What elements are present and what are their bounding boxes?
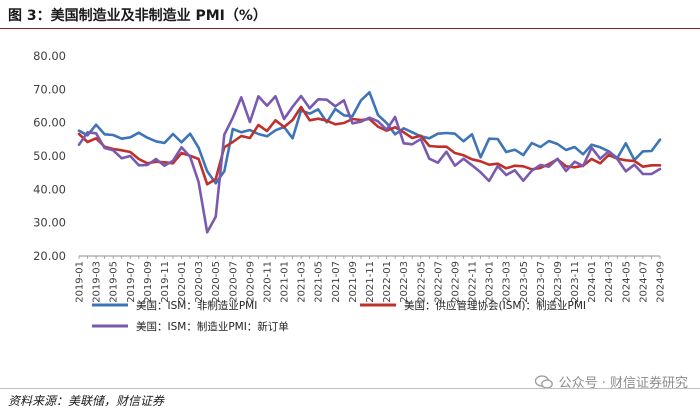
x-tick-label: 2019-03 (92, 261, 103, 303)
x-tick-label: 2024-01 (587, 261, 598, 303)
watermark: 公众号 · 财信证券研究 (534, 372, 688, 391)
y-tick-label: 80.00 (33, 49, 66, 63)
x-tick-label: 2023-01 (485, 261, 496, 303)
pmi-line-chart: 20.00 30.00 40.00 50.00 60.00 70.00 80.00 2019… (33, 49, 667, 333)
x-tick-label: 2020-07 (228, 261, 239, 303)
y-tick-label: 30.00 (33, 216, 66, 230)
legend-label-3: 美国：ISM：制造业PMI：新订单 (136, 320, 289, 333)
wechat-icon (534, 375, 553, 389)
x-tick-label: 2020-01 (177, 261, 188, 303)
x-tick-label: 2022-05 (416, 261, 427, 303)
x-tick-label: 2023-05 (519, 261, 530, 303)
legend: 美国：ISM：非制造业PMI 美国：供应管理协会(ISM)：制造业PMI 美国：IS… (92, 299, 586, 333)
watermark-text: 公众号 · 财信证券研究 (558, 376, 688, 391)
x-tick-label: 2023-11 (570, 261, 581, 303)
x-tick-label: 2020-05 (211, 261, 222, 303)
y-tick-label: 40.00 (33, 182, 66, 196)
x-tick-label: 2023-09 (553, 261, 564, 303)
x-tick-label: 2021-11 (365, 261, 376, 303)
x-tick-label: 2023-07 (536, 261, 547, 303)
x-tick-label: 2024-05 (621, 261, 632, 303)
x-tick-label: 2020-11 (262, 261, 273, 303)
x-tick-label: 2019-11 (160, 261, 171, 303)
y-axis-ticks: 20.00 30.00 40.00 50.00 60.00 70.00 80.00 (33, 49, 66, 263)
legend-label-1: 美国：ISM：非制造业PMI (136, 299, 257, 312)
x-tick-label: 2024-03 (604, 261, 615, 303)
x-tick-label: 2022-07 (433, 261, 444, 303)
x-tick-label: 2022-09 (450, 261, 461, 303)
source-divider (0, 388, 700, 389)
figure-title: 图 3：美国制造业及非制造业 PMI（%） (8, 8, 267, 24)
x-tick-label: 2023-03 (502, 261, 513, 303)
x-tick-label: 2022-11 (468, 261, 479, 303)
x-tick-label: 2021-01 (280, 261, 291, 303)
x-tick-label: 2020-03 (194, 261, 205, 303)
x-tick-label: 2021-09 (348, 261, 359, 303)
x-tick-label: 2021-03 (297, 261, 308, 303)
series-line-3 (77, 94, 662, 234)
y-tick-label: 20.00 (33, 249, 66, 263)
x-tick-label: 2022-01 (382, 261, 393, 303)
y-tick-label: 70.00 (33, 82, 66, 96)
x-tick-label: 2021-05 (314, 261, 325, 303)
x-tick-label: 2024-07 (638, 261, 649, 303)
series-lines (77, 90, 662, 234)
x-tick-label: 2019-07 (126, 261, 137, 303)
x-tick-label: 2021-07 (331, 261, 342, 303)
series-line-1 (77, 90, 662, 185)
legend-label-2: 美国：供应管理协会(ISM)：制造业PMI (404, 299, 586, 312)
title-bar: 图 3：美国制造业及非制造业 PMI（%） (0, 0, 700, 29)
source-note: 资料来源：美联储，财信证券 (8, 394, 165, 408)
y-tick-label: 50.00 (33, 149, 66, 163)
x-tick-label: 2019-05 (109, 261, 120, 303)
x-tick-label: 2022-03 (399, 261, 410, 303)
x-tick-label: 2019-09 (143, 261, 154, 303)
x-tick-label: 2019-01 (75, 261, 86, 303)
x-tick-label: 2020-09 (245, 261, 256, 303)
x-axis: 2019-01 2019-03 2019-05 2019-07 2019-09 2019-… (75, 255, 667, 303)
x-tick-label: 2024-09 (656, 261, 667, 303)
y-tick-label: 60.00 (33, 116, 66, 130)
